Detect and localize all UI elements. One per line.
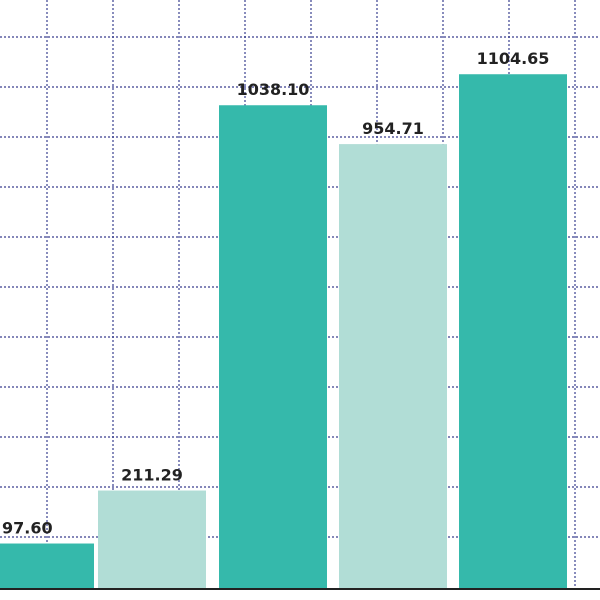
data-label-4: 954.71 xyxy=(362,119,424,138)
bar-5 xyxy=(459,74,567,590)
data-label-2: 211.29 xyxy=(121,466,183,485)
bar-4 xyxy=(339,144,447,589)
bar-2 xyxy=(98,490,206,589)
chart-bars xyxy=(0,74,567,590)
data-label-3: 1038.10 xyxy=(237,80,310,99)
chart-data-labels: 97.60 211.29 1038.10 954.71 1104.65 xyxy=(2,49,549,537)
bar-3 xyxy=(219,105,327,590)
data-label-1: 97.60 xyxy=(2,519,53,538)
data-label-5: 1104.65 xyxy=(477,49,550,68)
bar-1 xyxy=(0,543,94,589)
